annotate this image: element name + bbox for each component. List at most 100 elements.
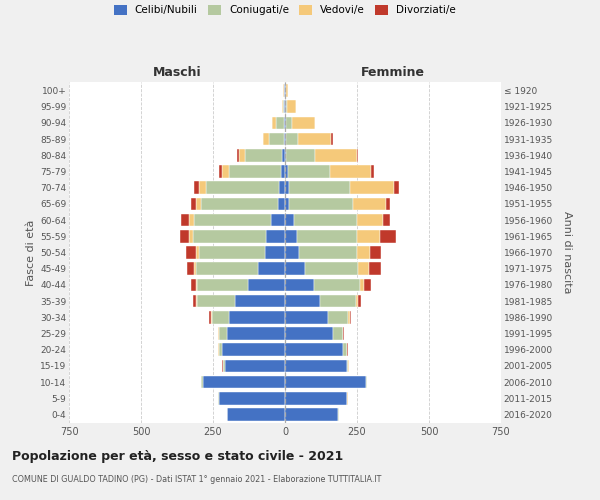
Bar [194,182,199,194]
Bar [380,230,396,242]
Bar [229,165,281,178]
Bar [239,149,245,162]
Bar [285,392,347,404]
Bar [365,376,367,388]
Bar [285,116,286,130]
Bar [197,295,235,308]
Bar [298,133,331,145]
Bar [193,230,266,242]
Bar [358,295,361,308]
Bar [221,165,229,178]
Bar [285,408,338,420]
Bar [209,311,211,324]
Bar [281,165,285,178]
Bar [358,262,368,275]
Bar [350,311,351,324]
Bar [332,327,343,340]
Bar [219,344,221,356]
Bar [224,360,285,372]
Bar [329,165,371,178]
Bar [353,198,386,210]
Bar [299,246,357,259]
Bar [347,360,349,372]
Bar [284,133,285,145]
Bar [196,278,197,291]
Bar [371,165,374,178]
Bar [265,246,285,259]
Bar [188,230,193,242]
Bar [286,133,298,145]
Bar [286,116,292,130]
Bar [196,295,197,308]
Bar [285,344,343,356]
Bar [227,408,285,420]
Text: Maschi: Maschi [152,66,202,80]
Bar [315,149,357,162]
Bar [191,198,196,210]
Text: Femmine: Femmine [361,66,425,80]
Bar [187,262,194,275]
Bar [278,198,285,210]
Legend: Celibi/Nubili, Coniugati/e, Vedovi/e, Divorziati/e: Celibi/Nubili, Coniugati/e, Vedovi/e, Di… [114,5,456,15]
Bar [368,262,382,275]
Bar [227,327,285,340]
Bar [257,262,285,275]
Y-axis label: Fasce di età: Fasce di età [26,220,36,286]
Bar [180,230,188,242]
Bar [287,100,296,113]
Bar [357,149,358,162]
Bar [284,116,285,130]
Bar [185,246,196,259]
Bar [212,311,229,324]
Bar [293,214,357,226]
Bar [357,214,383,226]
Bar [343,327,344,340]
Bar [350,182,394,194]
Bar [266,230,285,242]
Bar [197,278,248,291]
Bar [238,149,239,162]
Bar [285,295,320,308]
Bar [289,182,350,194]
Bar [279,182,285,194]
Bar [285,311,328,324]
Bar [219,392,285,404]
Bar [357,230,380,242]
Bar [289,198,353,210]
Bar [285,165,288,178]
Bar [193,295,196,308]
Bar [271,214,285,226]
Bar [188,214,194,226]
Bar [296,230,357,242]
Bar [206,182,279,194]
Bar [219,327,227,340]
Text: Popolazione per età, sesso e stato civile - 2021: Popolazione per età, sesso e stato civil… [12,450,343,463]
Bar [305,262,358,275]
Bar [269,133,284,145]
Bar [356,295,358,308]
Bar [196,262,257,275]
Bar [285,230,296,242]
Bar [196,198,202,210]
Bar [285,133,286,145]
Bar [272,116,277,130]
Bar [202,376,203,388]
Bar [203,376,285,388]
Bar [221,344,285,356]
Bar [292,116,315,130]
Bar [285,182,289,194]
Bar [191,278,196,291]
Text: COMUNE DI GUALDO TADINO (PG) - Dati ISTAT 1° gennaio 2021 - Elaborazione TUTTITA: COMUNE DI GUALDO TADINO (PG) - Dati ISTA… [12,475,382,484]
Bar [281,100,283,113]
Bar [245,149,282,162]
Bar [194,214,271,226]
Bar [194,262,196,275]
Bar [286,149,315,162]
Bar [202,198,278,210]
Bar [331,133,332,145]
Bar [286,84,287,97]
Bar [219,165,221,178]
Bar [285,149,286,162]
Bar [394,182,399,194]
Bar [314,278,360,291]
